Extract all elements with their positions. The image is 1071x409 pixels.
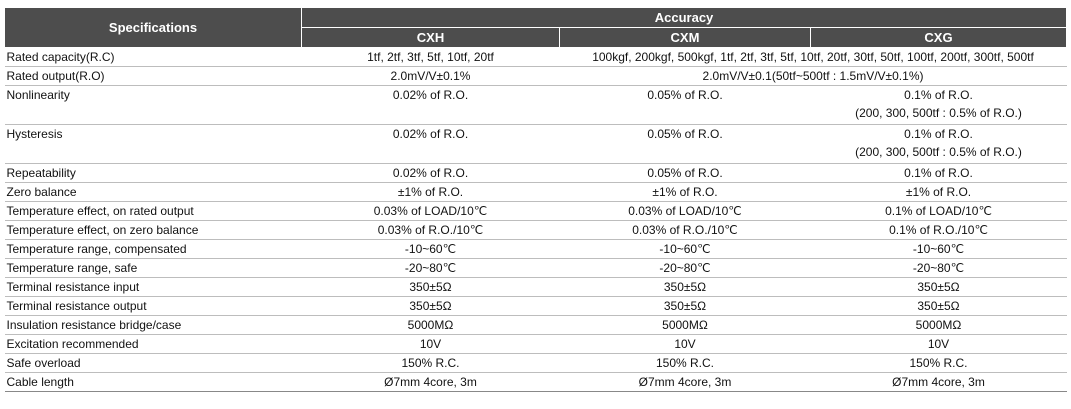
specifications-header: Specifications	[4, 7, 302, 48]
cxh-value: 0.03% of R.O./10℃	[301, 220, 560, 240]
cxm-value: 150% R.C.	[559, 353, 811, 373]
cxh-value: -20~80℃	[301, 258, 560, 278]
cxm-value: 0.05% of R.O.	[559, 163, 811, 183]
row-label: Terminal resistance input	[4, 277, 302, 297]
row-label: Rated capacity(R.C)	[4, 47, 302, 67]
cxh-value: 0.02% of R.O.	[301, 124, 560, 164]
cxh-value: Ø7mm 4core, 3m	[301, 372, 560, 392]
cxh-value: 0.02% of R.O.	[301, 163, 560, 183]
table-row: Cable length Ø7mm 4core, 3m Ø7mm 4core, …	[4, 372, 1067, 392]
table-row: Nonlinearity 0.02% of R.O. 0.05% of R.O.…	[4, 85, 1067, 125]
model-header-cxg: CXG	[809, 27, 1068, 48]
cxg-note-text: (200, 300, 500tf : 0.5% of R.O.)	[855, 106, 1022, 120]
cxg-main-text: 0.1% of R.O.	[904, 88, 973, 102]
cxm-value: 0.05% of R.O.	[559, 124, 811, 164]
cxg-value: 350±5Ω	[810, 296, 1067, 316]
row-label: Temperature effect, on zero balance	[4, 220, 302, 240]
cxh-value: 350±5Ω	[301, 277, 560, 297]
cxg-value: ±1% of R.O.	[810, 182, 1067, 202]
cxm-value: -20~80℃	[559, 258, 811, 278]
model-header-cxh: CXH	[301, 27, 560, 48]
row-label: Hysteresis	[4, 124, 302, 164]
cxg-value: 0.1% of R.O. (200, 300, 500tf : 0.5% of …	[810, 124, 1067, 164]
cxm-value: 350±5Ω	[559, 296, 811, 316]
cxh-value: 5000MΩ	[301, 315, 560, 335]
table-row: Temperature effect, on rated output 0.03…	[4, 201, 1067, 221]
cxg-value: 350±5Ω	[810, 277, 1067, 297]
table-row: Terminal resistance output 350±5Ω 350±5Ω…	[4, 296, 1067, 316]
cxh-value: 10V	[301, 334, 560, 354]
cxg-note-text: (200, 300, 500tf : 0.5% of R.O.)	[855, 145, 1022, 159]
cxm-value: 10V	[559, 334, 811, 354]
row-label: Cable length	[4, 372, 302, 392]
cxh-value: 350±5Ω	[301, 296, 560, 316]
cxg-value: 0.1% of R.O./10℃	[810, 220, 1067, 240]
cxm-value: Ø7mm 4core, 3m	[559, 372, 811, 392]
row-label: Temperature effect, on rated output	[4, 201, 302, 221]
spec-table: Specifications Accuracy CXH CXM CXG Rate…	[4, 7, 1068, 392]
cxh-value: 0.03% of LOAD/10℃	[301, 201, 560, 221]
cxh-value: 0.02% of R.O.	[301, 85, 560, 125]
table-row: Temperature range, compensated -10~60℃ -…	[4, 239, 1067, 259]
table-row: Excitation recommended 10V 10V 10V	[4, 334, 1067, 354]
row-label: Temperature range, compensated	[4, 239, 302, 259]
table-row: Rated capacity(R.C) 1tf, 2tf, 3tf, 5tf, …	[4, 47, 1067, 67]
row-label: Safe overload	[4, 353, 302, 373]
table-row: Rated output(R.O) 2.0mV/V±0.1% 2.0mV/V±0…	[4, 66, 1067, 86]
cxg-value: -10~60℃	[810, 239, 1067, 259]
cxg-value: 0.1% of R.O.	[810, 163, 1067, 183]
accuracy-header: Accuracy	[300, 7, 1068, 28]
table-row: Zero balance ±1% of R.O. ±1% of R.O. ±1%…	[4, 182, 1067, 202]
cxg-main-text: 0.1% of R.O.	[904, 127, 973, 141]
cxm-value: 350±5Ω	[559, 277, 811, 297]
row-label: Repeatability	[4, 163, 302, 183]
cxm-value: ±1% of R.O.	[559, 182, 811, 202]
table-row: Safe overload 150% R.C. 150% R.C. 150% R…	[4, 353, 1067, 373]
cxg-value: Ø7mm 4core, 3m	[810, 372, 1067, 392]
cxh-value: 2.0mV/V±0.1%	[301, 66, 560, 86]
cxm-value: -10~60℃	[559, 239, 811, 259]
row-label: Temperature range, safe	[4, 258, 302, 278]
cxm-value: 0.03% of R.O./10℃	[559, 220, 811, 240]
table-row: Temperature range, safe -20~80℃ -20~80℃ …	[4, 258, 1067, 278]
cxm-cxg-value: 2.0mV/V±0.1(50tf~500tf : 1.5mV/V±0.1%)	[559, 66, 1067, 86]
cxg-value: 10V	[810, 334, 1067, 354]
cxm-cxg-value: 100kgf, 200kgf, 500kgf, 1tf, 2tf, 3tf, 5…	[559, 47, 1067, 67]
table-row: Insulation resistance bridge/case 5000MΩ…	[4, 315, 1067, 335]
cxh-value: 1tf, 2tf, 3tf, 5tf, 10tf, 20tf	[301, 47, 560, 67]
cxg-value: -20~80℃	[810, 258, 1067, 278]
cxg-value: 5000MΩ	[810, 315, 1067, 335]
cxh-value: ±1% of R.O.	[301, 182, 560, 202]
row-label: Insulation resistance bridge/case	[4, 315, 302, 335]
cxg-value: 150% R.C.	[810, 353, 1067, 373]
cxm-value: 0.05% of R.O.	[559, 85, 811, 125]
spec-table-container: Specifications Accuracy CXH CXM CXG Rate…	[4, 7, 1068, 392]
row-label: Rated output(R.O)	[4, 66, 302, 86]
cxh-value: -10~60℃	[301, 239, 560, 259]
table-row: Repeatability 0.02% of R.O. 0.05% of R.O…	[4, 163, 1067, 183]
table-row: Terminal resistance input 350±5Ω 350±5Ω …	[4, 277, 1067, 297]
row-label: Terminal resistance output	[4, 296, 302, 316]
model-header-cxm: CXM	[559, 27, 811, 48]
table-row: Hysteresis 0.02% of R.O. 0.05% of R.O. 0…	[4, 124, 1067, 164]
row-label: Excitation recommended	[4, 334, 302, 354]
row-label: Zero balance	[4, 182, 302, 202]
row-label: Nonlinearity	[4, 85, 302, 125]
cxg-value: 0.1% of LOAD/10℃	[810, 201, 1067, 221]
cxg-value: 0.1% of R.O. (200, 300, 500tf : 0.5% of …	[810, 85, 1067, 125]
cxh-value: 150% R.C.	[301, 353, 560, 373]
table-row: Temperature effect, on zero balance 0.03…	[4, 220, 1067, 240]
cxm-value: 5000MΩ	[559, 315, 811, 335]
cxm-value: 0.03% of LOAD/10℃	[559, 201, 811, 221]
